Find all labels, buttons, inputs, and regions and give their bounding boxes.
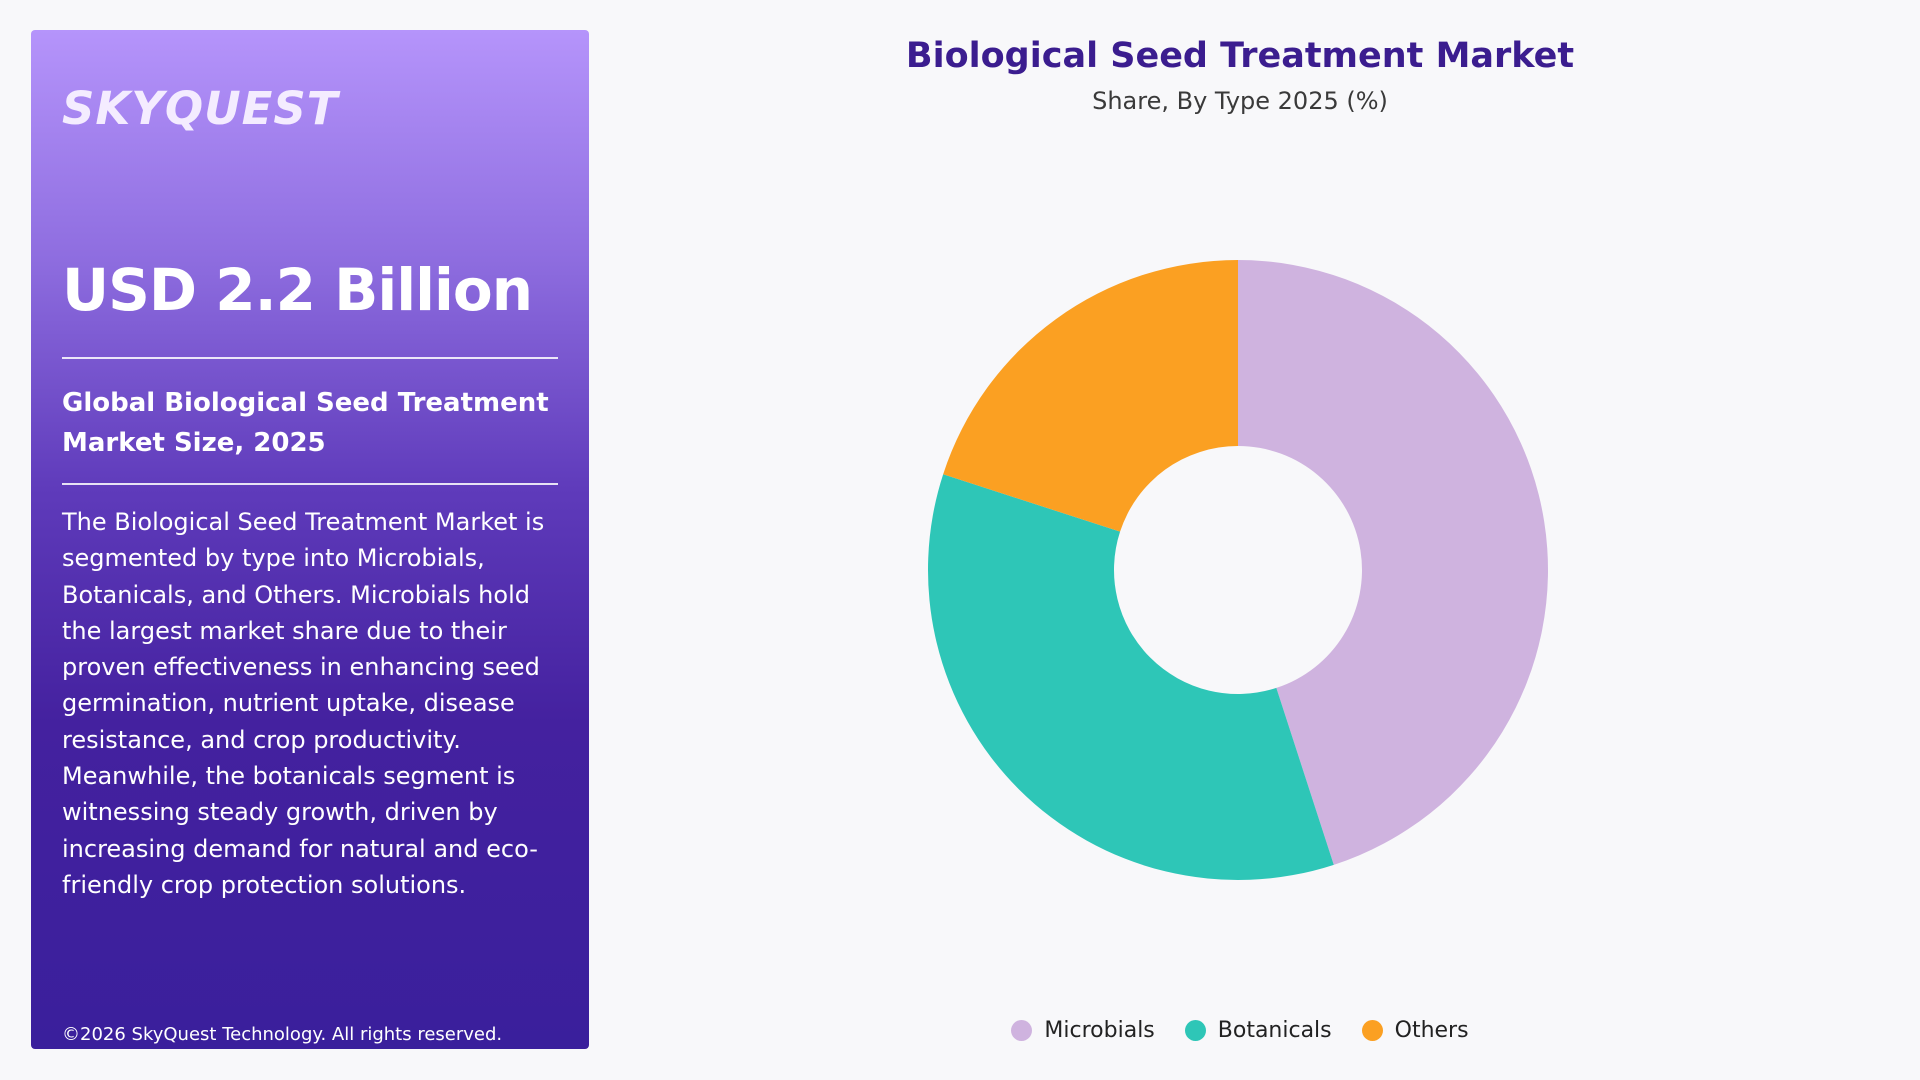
divider-top [62,357,558,359]
legend-label-microbials: Microbials [1044,1018,1155,1043]
legend-swatch-botanicals [1184,1020,1206,1041]
market-size-label-line1: Global Biological Seed Treatment [62,388,549,418]
legend-label-botanicals: Botanicals [1217,1018,1332,1043]
legend-swatch-others [1361,1020,1383,1041]
legend-item-botanicals[interactable]: Botanicals [1184,1018,1332,1043]
market-description: The Biological Seed Treatment Market is … [62,508,545,899]
chart-title: Biological Seed Treatment Market [905,36,1575,76]
summary-panel: SKYQUEST USD 2.2 Billion Global Biologic… [31,30,589,1049]
copyright-notice: ©2026 SkyQuest Technology. All rights re… [62,1024,503,1045]
legend-label-others: Others [1394,1018,1469,1043]
market-size-label-line2: Market Size, 2025 [62,428,326,458]
divider-bottom [62,483,558,485]
legend-item-microbials[interactable]: Microbials [1011,1018,1155,1043]
chart-legend: Microbials Botanicals Others [640,1018,1840,1043]
legend-swatch-microbials [1011,1020,1033,1041]
donut-slice-microbials[interactable] [1238,260,1548,865]
market-size-value: USD 2.2 Billion [62,256,533,324]
legend-item-others[interactable]: Others [1361,1018,1469,1043]
skyquest-logo: SKYQUEST [62,82,339,135]
market-size-label: Global Biological Seed Treatment Market … [62,383,562,463]
chart-subtitle: Share, By Type 2025 (%) [1092,87,1388,115]
donut-slice-botanicals[interactable] [928,474,1334,880]
donut-slice-others[interactable] [943,260,1238,532]
